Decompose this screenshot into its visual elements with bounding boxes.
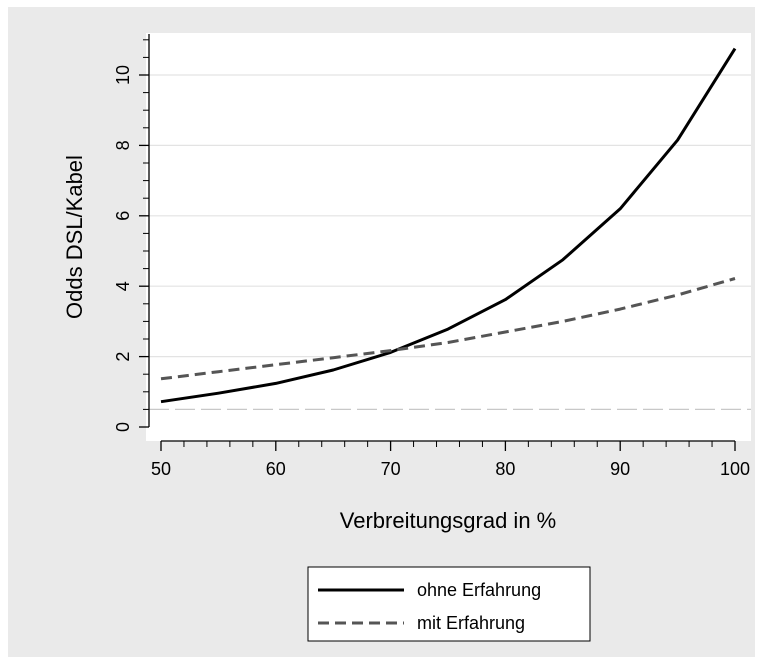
- x-tick-label-80: 80: [495, 459, 515, 479]
- y-tick-label-6: 6: [113, 211, 133, 221]
- legend-box: [307, 566, 591, 642]
- y-tick-label-2: 2: [113, 352, 133, 362]
- legend-label-mit-erfahrung: mit Erfahrung: [417, 613, 525, 633]
- y-tick-label-4: 4: [113, 281, 133, 291]
- y-tick-label-0: 0: [113, 422, 133, 432]
- x-tick-label-100: 100: [720, 459, 750, 479]
- x-tick-label-90: 90: [610, 459, 630, 479]
- legend: ohne Erfahrung mit Erfahrung: [307, 566, 591, 642]
- plot-area: [146, 33, 751, 441]
- y-tick-label-10: 10: [113, 65, 133, 85]
- y-tick-label-8: 8: [113, 140, 133, 150]
- gridlines: [149, 74, 751, 358]
- axes: 0 2 4 6 8 10 50 60 70 80 90 100: [113, 34, 750, 479]
- series-line-ohne-erfahrung: [160, 47, 737, 404]
- y-axis-title: Odds DSL/Kabel: [62, 155, 87, 319]
- x-tick-label-50: 50: [151, 459, 171, 479]
- series-group: [160, 47, 737, 404]
- legend-label-ohne-erfahrung: ohne Erfahrung: [417, 580, 541, 600]
- x-tick-label-60: 60: [266, 459, 286, 479]
- series-line-mit-erfahrung: [160, 277, 736, 381]
- x-axis-title: Verbreitungsgrad in %: [340, 508, 556, 533]
- x-tick-label-70: 70: [381, 459, 401, 479]
